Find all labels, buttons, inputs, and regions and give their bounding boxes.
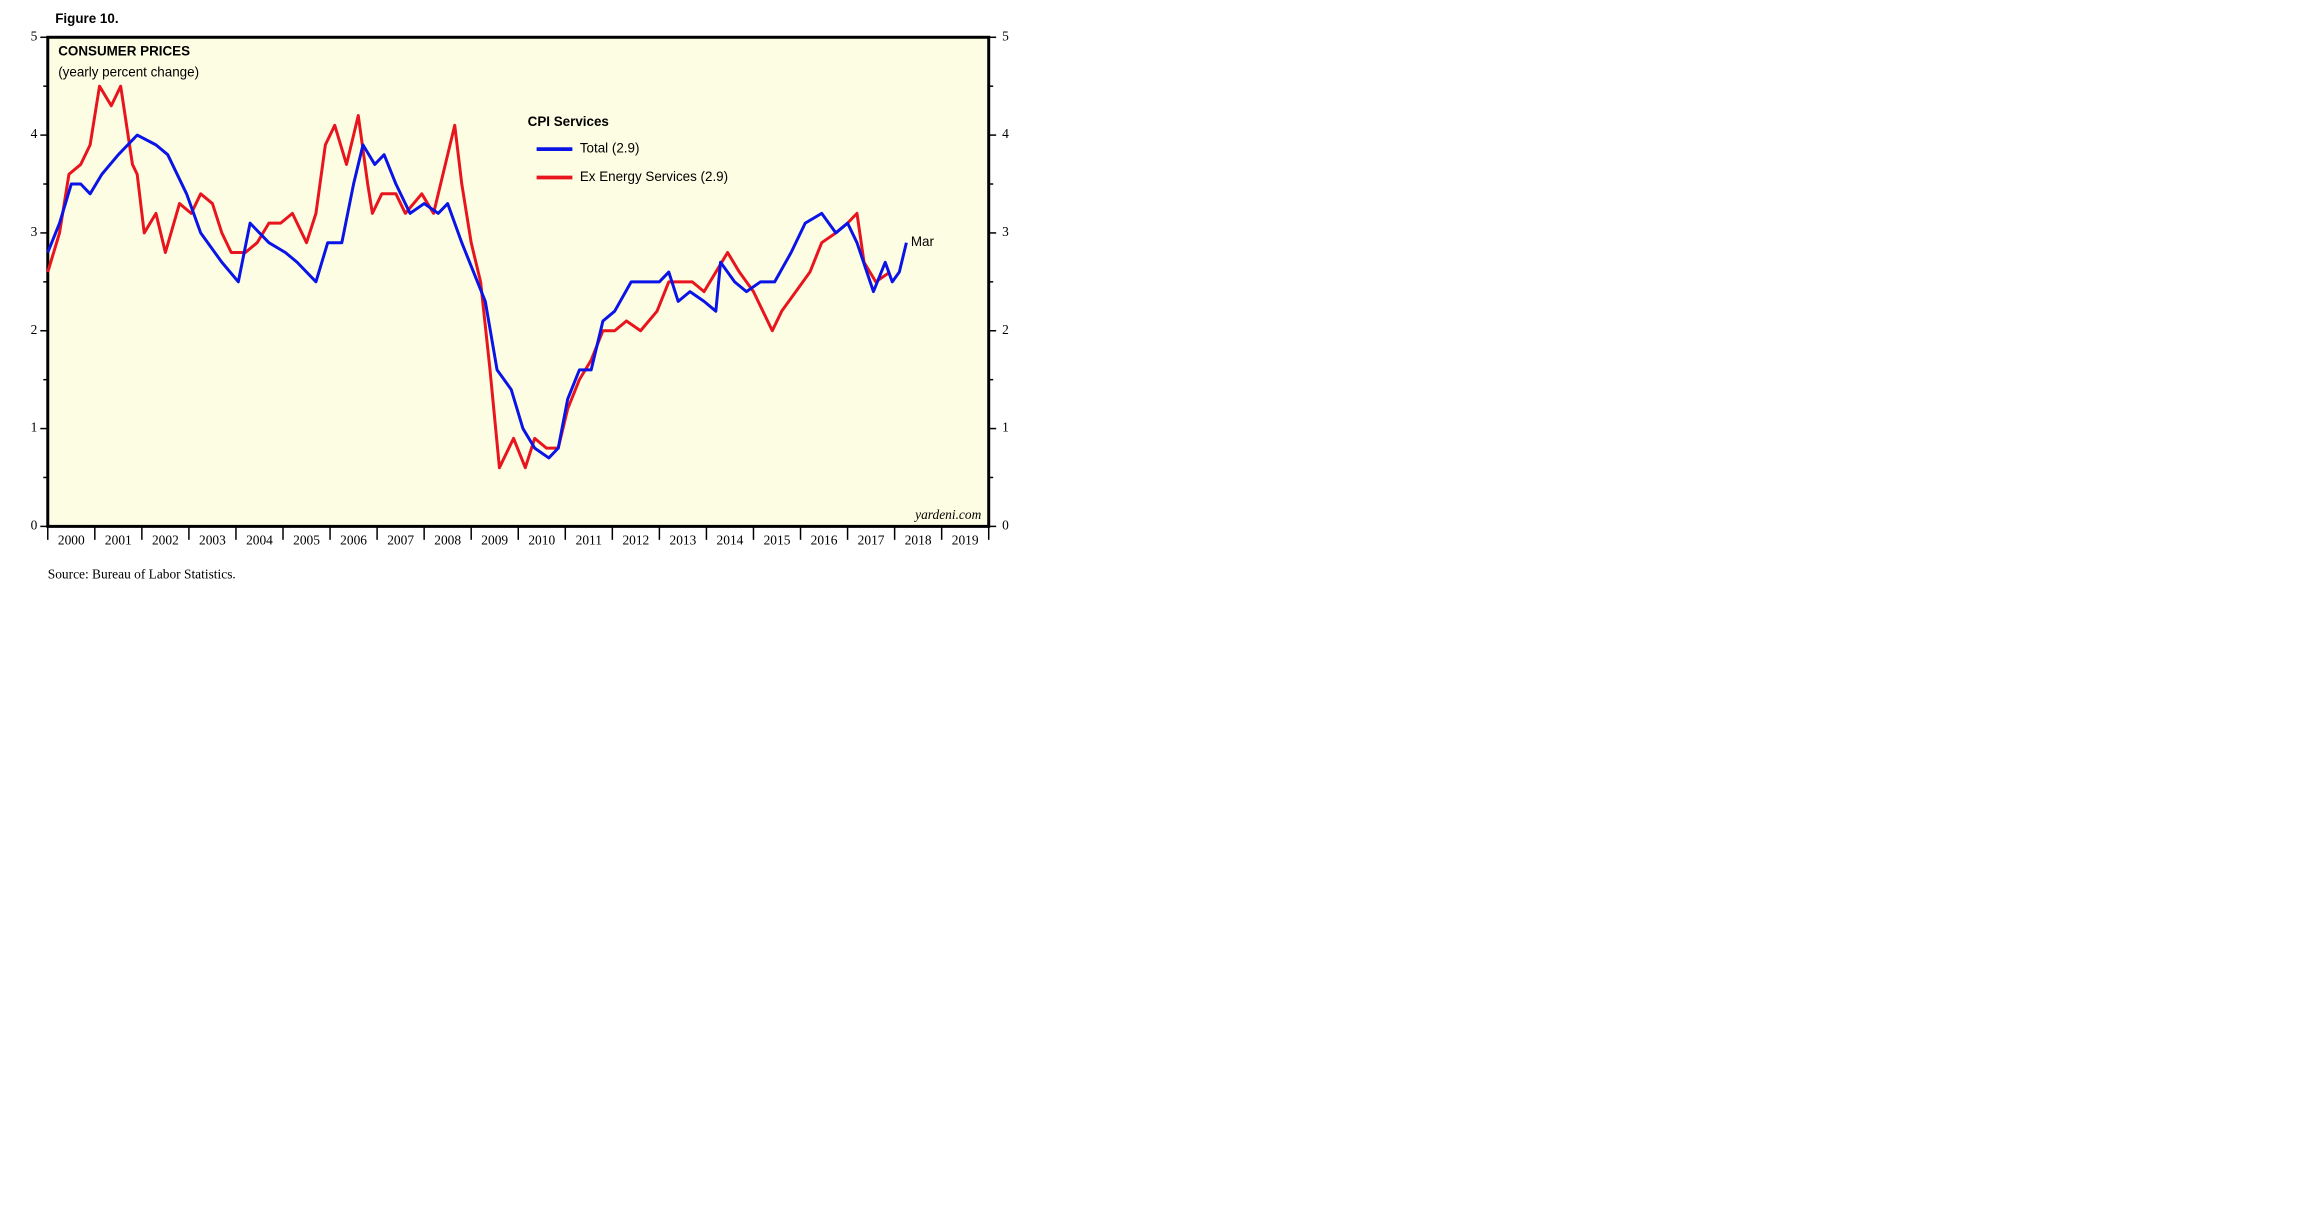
x-tick-label: 2010 (528, 532, 555, 547)
x-tick-label: 2019 (952, 532, 979, 547)
y2-tick-label: 3 (1002, 224, 1009, 239)
watermark: yardeni.com (913, 507, 981, 522)
y-tick-label: 5 (31, 28, 38, 43)
y2-tick-label: 0 (1002, 517, 1009, 532)
x-tick-label: 2000 (58, 532, 85, 547)
x-tick-label: 2004 (246, 532, 273, 547)
series-line (46, 84, 891, 470)
source-note: Source: Bureau of Labor Statistics. (48, 567, 236, 582)
y2-tick-label: 5 (1002, 28, 1009, 43)
legend-label: Ex Energy Services (2.9) (580, 169, 728, 184)
x-tick-label: 2007 (387, 532, 414, 547)
series-line (46, 133, 908, 460)
y-tick-label: 1 (31, 420, 38, 435)
legend-title: CPI Services (528, 114, 609, 129)
x-tick-label: 2006 (340, 532, 367, 547)
y2-tick-label: 2 (1002, 322, 1009, 337)
y-tick-label: 3 (31, 224, 38, 239)
y2-tick-label: 4 (1002, 126, 1009, 141)
x-tick-label: 2005 (293, 532, 320, 547)
x-tick-label: 2002 (152, 532, 179, 547)
y2-tick-label: 1 (1002, 420, 1009, 435)
y-tick-label: 0 (31, 517, 38, 532)
x-tick-label: 2009 (481, 532, 508, 547)
x-tick-label: 2018 (905, 532, 932, 547)
x-tick-label: 2001 (105, 532, 132, 547)
x-tick-label: 2013 (670, 532, 697, 547)
x-tick-label: 2008 (434, 532, 461, 547)
legend-label: Total (2.9) (580, 141, 640, 156)
y-tick-label: 2 (31, 322, 38, 337)
x-tick-label: 2003 (199, 532, 226, 547)
x-tick-label: 2016 (811, 532, 838, 547)
x-tick-label: 2014 (717, 532, 744, 547)
x-tick-label: 2017 (858, 532, 885, 547)
x-tick-label: 2011 (576, 532, 602, 547)
y-tick-label: 4 (31, 126, 38, 141)
chart-subtitle: (yearly percent change) (58, 65, 199, 80)
chart-title: CONSUMER PRICES (58, 44, 190, 59)
annotation: Mar (911, 234, 935, 249)
x-tick-label: 2015 (764, 532, 791, 547)
figure-label: Figure 10. (55, 11, 118, 26)
x-tick-label: 2012 (622, 532, 649, 547)
plot-area (46, 35, 991, 528)
